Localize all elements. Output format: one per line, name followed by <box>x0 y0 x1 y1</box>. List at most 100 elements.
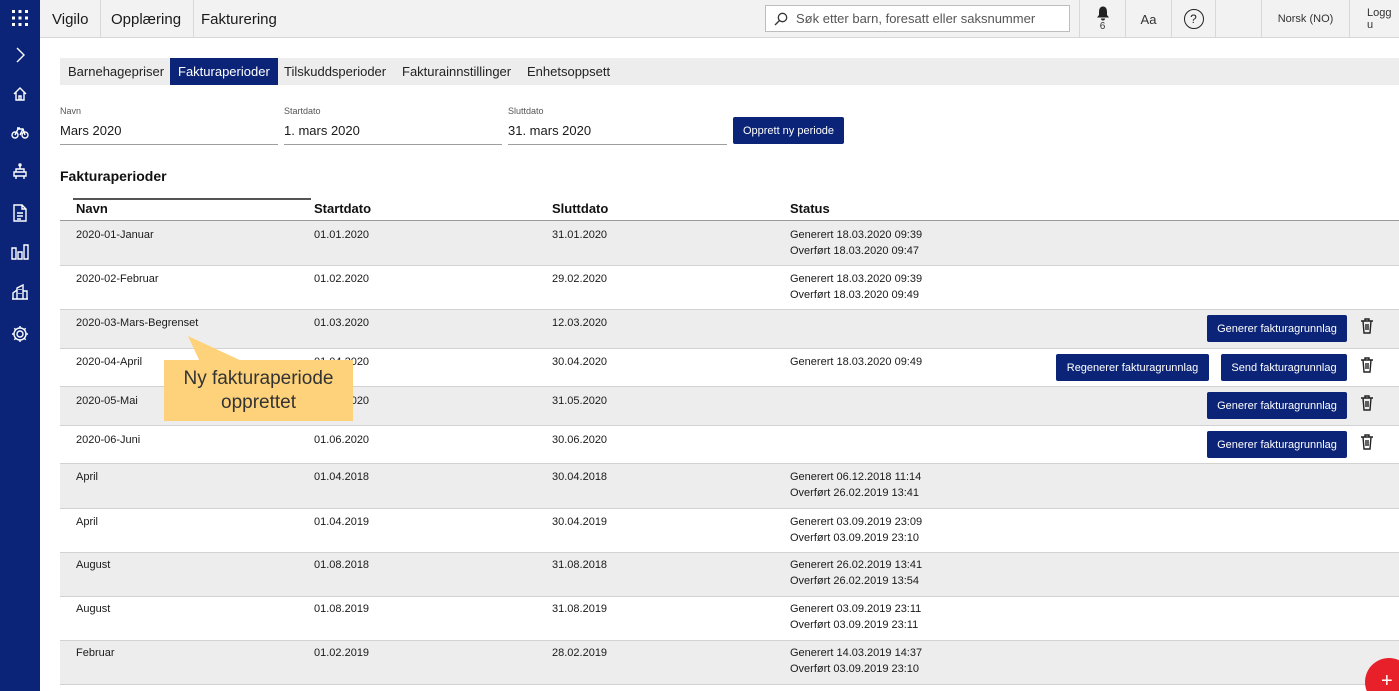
building-icon[interactable] <box>0 276 40 308</box>
cell-status-generated: Generert 06.12.2018 11:14 <box>790 471 922 483</box>
plus-icon: + <box>1381 670 1393 691</box>
baby-stroller-icon[interactable] <box>0 156 40 188</box>
cell-end: 30.04.2020 <box>552 356 608 368</box>
chevron-right-icon[interactable] <box>0 39 40 71</box>
end-date-value[interactable]: 31. mars 2020 <box>508 123 592 138</box>
cell-start: 01.08.2018 <box>314 559 370 571</box>
start-date-label: Startdato <box>284 106 321 116</box>
bicycle-icon[interactable] <box>0 116 40 148</box>
cell-name: Februar <box>76 647 115 659</box>
generate-invoice-basis-button[interactable]: Generer fakturagrunnlag <box>1207 431 1347 458</box>
new-period-callout: Ny fakturaperiode opprettet <box>164 360 353 421</box>
cell-start: 01.06.2020 <box>314 434 370 446</box>
cell-status-generated: Generert 18.03.2020 09:49 <box>790 356 923 368</box>
breadcrumb-training[interactable]: Opplæring <box>99 0 195 38</box>
notification-count: 6 <box>1099 21 1106 32</box>
start-date-field[interactable]: Startdato 1. mars 2020 <box>284 105 502 145</box>
cell-start: 01.02.2019 <box>314 647 370 659</box>
name-label: Navn <box>60 106 82 116</box>
cell-end: 29.02.2020 <box>552 273 608 285</box>
search-box[interactable] <box>765 5 1070 32</box>
table-row[interactable]: 2020-06-Juni 01.06.2020 30.06.2020 Gener… <box>60 426 1399 464</box>
cell-name: April <box>76 516 99 528</box>
cell-end: 30.06.2020 <box>552 434 608 446</box>
tab-barnehagepriser[interactable]: Barnehagepriser <box>68 64 165 79</box>
cell-name: 2020-06-Juni <box>76 434 141 446</box>
cell-name: August <box>76 559 111 571</box>
cell-end: 31.08.2018 <box>552 559 608 571</box>
notifications-button[interactable]: 6 <box>1079 0 1125 38</box>
table-row[interactable]: 2020-04-April 01.04.2020 30.04.2020 Gene… <box>60 349 1399 387</box>
column-header-end[interactable]: Sluttdato <box>552 201 609 216</box>
cell-status-generated: Generert 03.09.2019 23:09 <box>790 516 923 528</box>
cell-start: 01.02.2020 <box>314 273 370 285</box>
table-row[interactable]: 2020-03-Mars-Begrenset 01.03.2020 12.03.… <box>60 310 1399 349</box>
tab-fakturaperioder[interactable]: Fakturaperioder <box>170 58 278 85</box>
search-icon <box>774 12 788 25</box>
language-selector[interactable]: Norsk (NO) <box>1261 0 1349 38</box>
cell-start: 01.01.2020 <box>314 229 370 241</box>
table-row[interactable]: August 01.08.2019 31.08.2019 Generert 03… <box>60 597 1399 641</box>
breadcrumb-billing: Fakturering <box>201 10 277 28</box>
create-period-button[interactable]: Opprett ny periode <box>733 117 844 144</box>
end-date-field[interactable]: Sluttdato 31. mars 2020 <box>508 105 727 145</box>
cell-status-transferred: Overført 26.02.2019 13:41 <box>790 487 920 499</box>
callout-line-2: opprettet <box>221 391 296 413</box>
font-size-button[interactable]: Aa <box>1125 0 1171 38</box>
trash-icon[interactable] <box>1360 318 1374 334</box>
table-row[interactable]: April 01.04.2018 30.04.2018 Generert 06.… <box>60 464 1399 509</box>
trash-icon[interactable] <box>1360 434 1374 450</box>
cell-status-generated: Generert 18.03.2020 09:39 <box>790 273 923 285</box>
trash-icon[interactable] <box>1360 395 1374 411</box>
column-header-status[interactable]: Status <box>790 201 830 216</box>
cell-status-generated: Generert 03.09.2019 23:11 <box>790 603 922 615</box>
callout-line-1: Ny fakturaperiode <box>183 367 334 389</box>
send-invoice-basis-button[interactable]: Send fakturagrunnlag <box>1221 354 1347 381</box>
apps-grid-icon[interactable] <box>0 2 40 34</box>
tab-bar: Barnehagepriser Fakturaperioder Tilskudd… <box>60 58 1399 85</box>
help-icon: ? <box>1183 9 1204 29</box>
trash-icon[interactable] <box>1360 357 1374 373</box>
tab-tilskuddsperioder[interactable]: Tilskuddsperioder <box>284 64 387 79</box>
cell-start: 01.04.2018 <box>314 471 370 483</box>
table-row[interactable]: August 01.08.2018 31.08.2018 Generert 26… <box>60 553 1399 597</box>
cell-start: 01.04.2019 <box>314 516 370 528</box>
table-row[interactable]: 2020-02-Februar 01.02.2020 29.02.2020 Ge… <box>60 266 1399 310</box>
cell-status-transferred: Overført 03.09.2019 23:10 <box>790 532 920 544</box>
column-header-name[interactable]: Navn <box>76 201 108 216</box>
cell-status-generated: Generert 18.03.2020 09:39 <box>790 229 923 241</box>
column-header-start[interactable]: Startdato <box>314 201 372 216</box>
name-value[interactable]: Mars 2020 <box>60 123 122 138</box>
cell-status-transferred: Overført 03.09.2019 23:10 <box>790 663 920 675</box>
gear-icon[interactable] <box>0 318 40 350</box>
end-date-label: Sluttdato <box>508 106 544 116</box>
section-title: Fakturaperioder <box>60 168 167 184</box>
bar-chart-icon[interactable] <box>0 236 40 268</box>
generate-invoice-basis-button[interactable]: Generer fakturagrunnlag <box>1207 392 1347 419</box>
generate-invoice-basis-button[interactable]: Generer fakturagrunnlag <box>1207 315 1347 342</box>
table-row[interactable]: April 01.04.2019 30.04.2019 Generert 03.… <box>60 509 1399 553</box>
brand-link[interactable]: Vigilo <box>40 0 102 38</box>
logout-link[interactable]: Logg u <box>1349 0 1399 38</box>
document-icon[interactable] <box>0 197 40 229</box>
cell-end: 30.04.2019 <box>552 516 608 528</box>
cell-name: August <box>76 603 111 615</box>
cell-name: 2020-05-Mai <box>76 395 138 407</box>
tab-enhetsoppsett[interactable]: Enhetsoppsett <box>527 64 611 79</box>
home-icon[interactable] <box>0 78 40 110</box>
regenerate-invoice-basis-button[interactable]: Regenerer fakturagrunnlag <box>1056 354 1209 381</box>
start-date-value[interactable]: 1. mars 2020 <box>284 123 360 138</box>
bell-icon <box>1096 6 1109 21</box>
cell-end: 28.02.2019 <box>552 647 608 659</box>
search-input[interactable] <box>796 11 1056 26</box>
help-button[interactable]: ? <box>1171 0 1215 38</box>
table-row[interactable]: 2020-01-Januar 01.01.2020 31.01.2020 Gen… <box>60 221 1399 266</box>
cell-name: April <box>76 471 99 483</box>
cell-status-transferred: Overført 18.03.2020 09:49 <box>790 289 920 301</box>
tab-fakturainnstillinger[interactable]: Fakturainnstillinger <box>402 64 512 79</box>
name-field[interactable]: Navn Mars 2020 <box>60 105 278 145</box>
cell-end: 31.01.2020 <box>552 229 608 241</box>
table-row[interactable]: Februar 01.02.2019 28.02.2019 Generert 1… <box>60 641 1399 685</box>
cell-status-transferred: Overført 26.02.2019 13:54 <box>790 575 920 587</box>
cell-status-generated: Generert 14.03.2019 14:37 <box>790 647 923 659</box>
